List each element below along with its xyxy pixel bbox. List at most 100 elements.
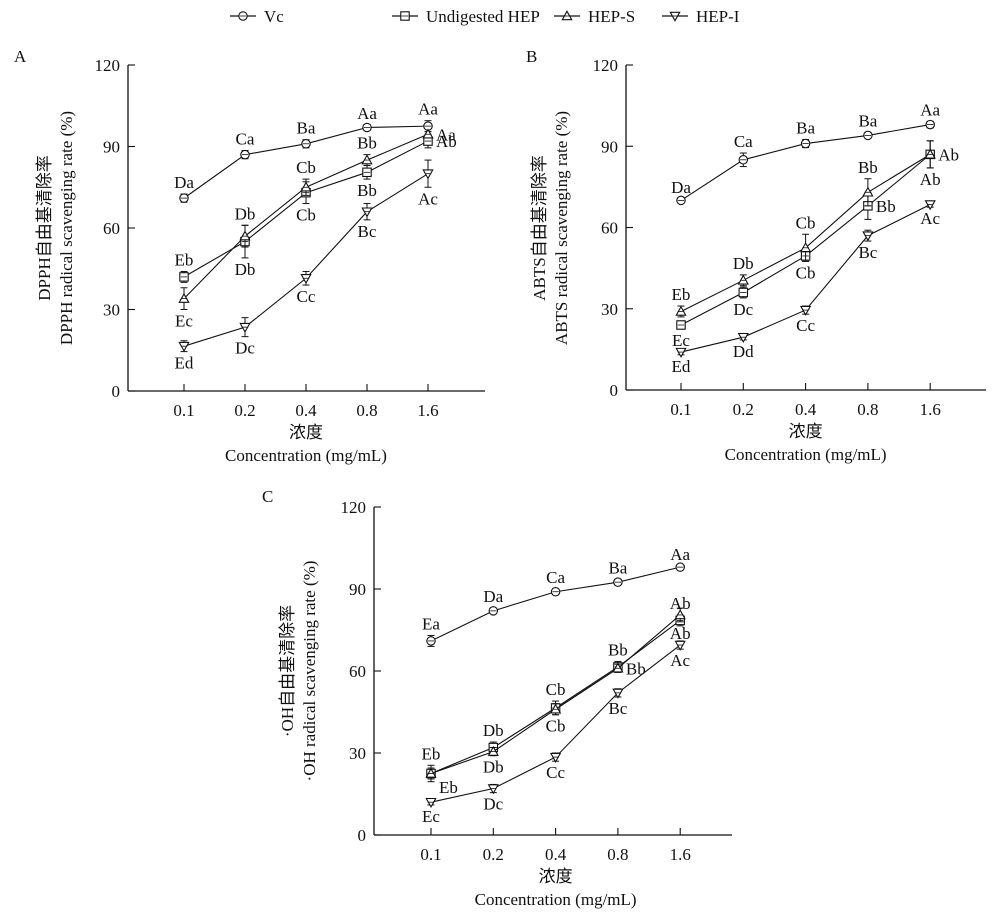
significance-label: Aa (670, 545, 690, 564)
legend-label: HEP-I (696, 7, 740, 26)
panel-letter: A (14, 47, 27, 66)
legend-label: HEP-S (588, 7, 635, 26)
significance-label: Dc (483, 795, 503, 814)
y-tick-label: 90 (349, 580, 366, 599)
data-point-triangle-down-icon (425, 797, 437, 809)
significance-label: Cb (796, 263, 816, 282)
data-point-triangle-down-icon (862, 231, 874, 242)
series-hep-s: Eb Db Cb Bb Ab (425, 607, 691, 797)
y-tick-label: 30 (601, 300, 618, 319)
significance-label: Ed (672, 357, 691, 376)
significance-label: Bc (858, 243, 877, 262)
data-point-triangle-up-icon (675, 305, 687, 316)
significance-label: Ac (418, 189, 438, 208)
y-tick-label: 120 (341, 498, 367, 517)
significance-label: Cb (546, 680, 566, 699)
series-vc: Da Ca Ba Ba Aa (671, 100, 941, 206)
legend-item-hep-i: HEP-I (662, 7, 740, 26)
x-tick-label: 0.2 (733, 400, 754, 419)
y-tick-label: 90 (103, 138, 120, 157)
x-tick-label: 0.4 (795, 400, 817, 419)
significance-label: Eb (175, 250, 194, 269)
y-tick-label: 30 (349, 744, 366, 763)
significance-label: Cc (546, 763, 565, 782)
data-point-triangle-up-icon (737, 274, 749, 285)
y-axis-title: ·OH radical scavenging rate (%) (300, 561, 319, 782)
significance-label: Ab (920, 170, 941, 189)
x-tick-label: 0.4 (545, 845, 567, 864)
data-point-triangle-down-icon (422, 169, 434, 180)
y-tick-label: 60 (103, 219, 120, 238)
legend-item-vc: Vc (230, 7, 284, 26)
data-point-triangle-down-icon (487, 784, 499, 795)
legend-marker-triangle-down-icon (669, 11, 681, 22)
significance-label: Aa (418, 100, 438, 119)
x-tick-label: 1.6 (417, 401, 438, 420)
data-point-triangle-up-icon (862, 186, 874, 197)
y-tick-label: 30 (103, 301, 120, 320)
y-axis-title-cn: ·OH自由基清除率 (278, 605, 297, 737)
significance-label: Ba (796, 118, 815, 137)
x-axis-title-cn: 浓度 (789, 422, 823, 441)
data-point-triangle-down-icon (612, 688, 624, 699)
significance-label: Db (483, 758, 504, 777)
panel-b: B 0 30 60 90 120 0.1 0.2 0.4 0.8 1.6 浓度 Concentratio… (526, 47, 986, 464)
data-point-triangle-down-icon (924, 200, 936, 211)
series-vc: Da Ca Ba Aa Aa (174, 100, 438, 203)
significance-label: Bb (858, 158, 878, 177)
significance-label: Ed (175, 354, 194, 373)
significance-label: Ca (546, 568, 565, 587)
data-point-triangle-down-icon (675, 347, 687, 358)
significance-label: Bb (357, 181, 377, 200)
significance-label: Ea (422, 614, 440, 633)
panel-c: C 0 30 60 90 120 0.1 0.2 0.4 0.8 1.6 浓度 Concentratio… (262, 487, 732, 909)
significance-label: Ab (670, 594, 691, 613)
x-axis-title-cn: 浓度 (289, 423, 323, 442)
legend-item-hep-s: HEP-S (554, 7, 635, 26)
significance-label: Bc (608, 699, 627, 718)
data-point-triangle-down-icon (361, 207, 373, 218)
significance-label: Cc (297, 287, 316, 306)
significance-label: Aa (436, 125, 456, 144)
y-tick-label: 90 (601, 137, 618, 156)
legend: Vc Undigested HEP HEP-S HEP-I (230, 7, 740, 26)
data-point-triangle-up-icon (422, 128, 434, 139)
significance-label: Db (235, 204, 256, 223)
legend-marker-triangle-up-icon (561, 10, 573, 21)
significance-label: Eb (439, 778, 458, 797)
legend-label: Vc (264, 7, 284, 26)
y-tick-label: 0 (358, 826, 367, 845)
significance-label: Db (235, 260, 256, 279)
x-tick-label: 0.2 (234, 401, 255, 420)
x-tick-label: 0.8 (857, 400, 878, 419)
panels: A 0 30 60 90 120 0.1 0.2 0.4 0.8 1.6 浓度 Concentratio… (14, 47, 986, 909)
significance-label: Ba (297, 119, 316, 138)
significance-label: Ac (670, 651, 690, 670)
significance-label: Ca (236, 130, 255, 149)
significance-label: Ec (422, 807, 440, 826)
significance-label: Bc (358, 222, 377, 241)
y-axis-title: DPPH radical scavenging rate (%) (57, 111, 76, 345)
significance-label: Cb (546, 717, 566, 736)
y-axis-title-cn: ABTS自由基清除率 (530, 155, 549, 300)
x-tick-label: 1.6 (670, 845, 691, 864)
series-line (680, 153, 931, 312)
significance-label: Cb (296, 206, 316, 225)
significance-label: Bb (626, 659, 646, 678)
x-tick-label: 0.8 (607, 845, 628, 864)
series-hep-i: Ed Dc Cc Bc Ac (175, 159, 438, 373)
significance-label: Ba (608, 558, 627, 577)
data-point-triangle-up-icon (924, 148, 936, 159)
y-tick-label: 60 (601, 219, 618, 238)
significance-label: Ab (670, 624, 691, 643)
data-point-triangle-down-icon (300, 274, 312, 285)
significance-label: Dd (733, 342, 754, 361)
y-axis-title-cn: DPPH自由基清除率 (35, 155, 54, 300)
data-point-triangle-up-icon (425, 767, 437, 778)
data-point-triangle-down-icon (674, 640, 686, 651)
panel-letter: C (262, 487, 273, 506)
x-tick-label: 1.6 (920, 400, 941, 419)
significance-label: Bb (357, 134, 377, 153)
data-point-triangle-down-icon (549, 752, 562, 763)
x-tick-label: 0.1 (420, 845, 441, 864)
